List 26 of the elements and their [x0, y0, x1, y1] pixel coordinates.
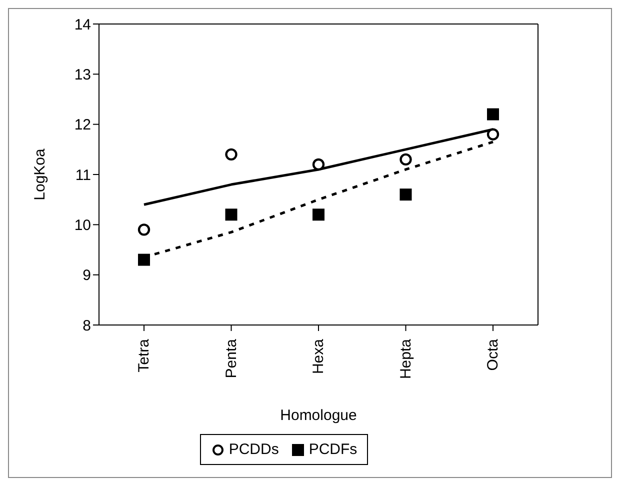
point	[225, 208, 238, 221]
x-tick-label: Hepta	[397, 338, 414, 380]
y-axis-title: LogKoa	[31, 148, 48, 200]
y-tick-label: 8	[82, 317, 91, 334]
y-tick-label: 12	[74, 116, 91, 134]
y-tick-label: 14	[74, 16, 91, 34]
point	[225, 148, 238, 161]
legend-label: PCDDs	[228, 441, 279, 458]
point	[486, 128, 500, 140]
y-tick-label: 13	[74, 66, 91, 84]
point	[312, 158, 325, 171]
y-tick-label: 11	[75, 166, 91, 184]
point	[312, 208, 324, 221]
point	[138, 224, 150, 236]
y-tick-label: 10	[74, 216, 91, 234]
x-tick-label: Tetra	[136, 338, 152, 372]
legend-label: PCDFs	[308, 441, 358, 458]
point	[487, 108, 499, 120]
x-tick-label: Octa	[484, 338, 502, 371]
point	[138, 254, 150, 266]
y-tick-label: 9	[82, 267, 91, 284]
point	[400, 188, 412, 201]
x-tick-label: Penta	[222, 338, 240, 378]
point	[400, 153, 412, 166]
x-axis-title: Homologue	[280, 407, 357, 424]
x-tick-label: Hexa	[310, 338, 327, 374]
